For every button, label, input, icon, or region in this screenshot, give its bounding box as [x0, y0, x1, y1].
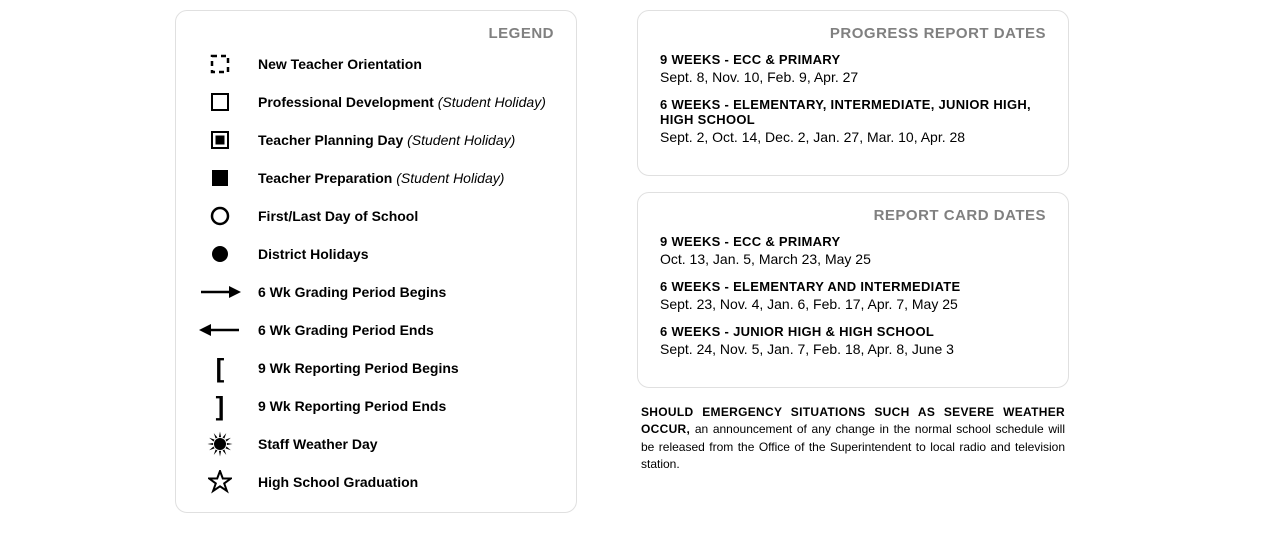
legend-label: Teacher Planning Day (Student Holiday)	[258, 132, 515, 148]
reportcard-sections: 9 WEEKS - ECC & PRIMARY Oct. 13, Jan. 5, …	[660, 234, 1046, 357]
filled-square-icon	[198, 166, 242, 190]
legend-label: District Holidays	[258, 246, 368, 262]
legend-label: High School Graduation	[258, 474, 418, 490]
emergency-notice: SHOULD EMERGENCY SITUATIONS SUCH AS SEVE…	[637, 404, 1069, 474]
outline-circle-icon	[198, 204, 242, 228]
emergency-body: an announcement of any change in the nor…	[641, 422, 1065, 471]
legend-label: 9 Wk Reporting Period Begins	[258, 360, 459, 376]
legend-label: Teacher Preparation (Student Holiday)	[258, 170, 504, 186]
reportcard-title: REPORT CARD DATES	[660, 207, 1046, 224]
legend-row: Professional Development (Student Holida…	[198, 90, 554, 114]
legend-label: 6 Wk Grading Period Ends	[258, 322, 434, 338]
date-section: 6 WEEKS - JUNIOR HIGH & HIGH SCHOOL Sept.…	[660, 324, 1046, 357]
legend-row: Teacher Preparation (Student Holiday)	[198, 166, 554, 190]
legend-label: Staff Weather Day	[258, 436, 378, 452]
date-section: 9 WEEKS - ECC & PRIMARY Oct. 13, Jan. 5, …	[660, 234, 1046, 267]
section-title: 6 WEEKS - ELEMENTARY AND INTERMEDIATE	[660, 279, 1046, 294]
legend-title: LEGEND	[198, 25, 554, 42]
dashed-square-icon	[198, 52, 242, 76]
arrow-right-icon	[198, 280, 242, 304]
date-section: 6 WEEKS - ELEMENTARY AND INTERMEDIATE Sep…	[660, 279, 1046, 312]
legend-label: Professional Development (Student Holida…	[258, 94, 546, 110]
legend-row: [9 Wk Reporting Period Begins	[198, 356, 554, 380]
sun-icon	[198, 432, 242, 456]
legend-panel: LEGEND New Teacher Orientation Profession…	[175, 10, 577, 513]
report-card-panel: REPORT CARD DATES 9 WEEKS - ECC & PRIMAR…	[637, 192, 1069, 388]
section-body: Oct. 13, Jan. 5, March 23, May 25	[660, 251, 1046, 267]
date-section: 9 WEEKS - ECC & PRIMARY Sept. 8, Nov. 10,…	[660, 52, 1046, 85]
legend-label: 6 Wk Grading Period Begins	[258, 284, 446, 300]
date-section: 6 WEEKS - ELEMENTARY, INTERMEDIATE, JUNI…	[660, 97, 1046, 145]
legend-list: New Teacher Orientation Professional Deve…	[198, 52, 554, 494]
legend-row: First/Last Day of School	[198, 204, 554, 228]
section-body: Sept. 24, Nov. 5, Jan. 7, Feb. 18, Apr. …	[660, 341, 1046, 357]
section-title: 6 WEEKS - ELEMENTARY, INTERMEDIATE, JUNI…	[660, 97, 1046, 127]
star-icon	[198, 470, 242, 494]
filled-circle-icon	[198, 242, 242, 266]
progress-report-panel: PROGRESS REPORT DATES 9 WEEKS - ECC & PR…	[637, 10, 1069, 176]
section-title: 6 WEEKS - JUNIOR HIGH & HIGH SCHOOL	[660, 324, 1046, 339]
legend-row: Staff Weather Day	[198, 432, 554, 456]
section-title: 9 WEEKS - ECC & PRIMARY	[660, 52, 1046, 67]
section-body: Sept. 2, Oct. 14, Dec. 2, Jan. 27, Mar. …	[660, 129, 1046, 145]
right-column: PROGRESS REPORT DATES 9 WEEKS - ECC & PR…	[637, 10, 1069, 513]
legend-row: 6 Wk Grading Period Begins	[198, 280, 554, 304]
bracket-open-icon: [	[198, 356, 242, 380]
legend-row: High School Graduation	[198, 470, 554, 494]
legend-row: Teacher Planning Day (Student Holiday)	[198, 128, 554, 152]
legend-label: 9 Wk Reporting Period Ends	[258, 398, 446, 414]
legend-row: 6 Wk Grading Period Ends	[198, 318, 554, 342]
legend-row: ] 9 Wk Reporting Period Ends	[198, 394, 554, 418]
section-body: Sept. 8, Nov. 10, Feb. 9, Apr. 27	[660, 69, 1046, 85]
legend-label: First/Last Day of School	[258, 208, 418, 224]
section-body: Sept. 23, Nov. 4, Jan. 6, Feb. 17, Apr. …	[660, 296, 1046, 312]
progress-sections: 9 WEEKS - ECC & PRIMARY Sept. 8, Nov. 10,…	[660, 52, 1046, 145]
progress-title: PROGRESS REPORT DATES	[660, 25, 1046, 42]
bracket-close-icon: ]	[198, 394, 242, 418]
section-title: 9 WEEKS - ECC & PRIMARY	[660, 234, 1046, 249]
legend-label: New Teacher Orientation	[258, 56, 422, 72]
legend-row: New Teacher Orientation	[198, 52, 554, 76]
legend-row: District Holidays	[198, 242, 554, 266]
nested-square-icon	[198, 128, 242, 152]
outline-square-icon	[198, 90, 242, 114]
arrow-left-icon	[198, 318, 242, 342]
